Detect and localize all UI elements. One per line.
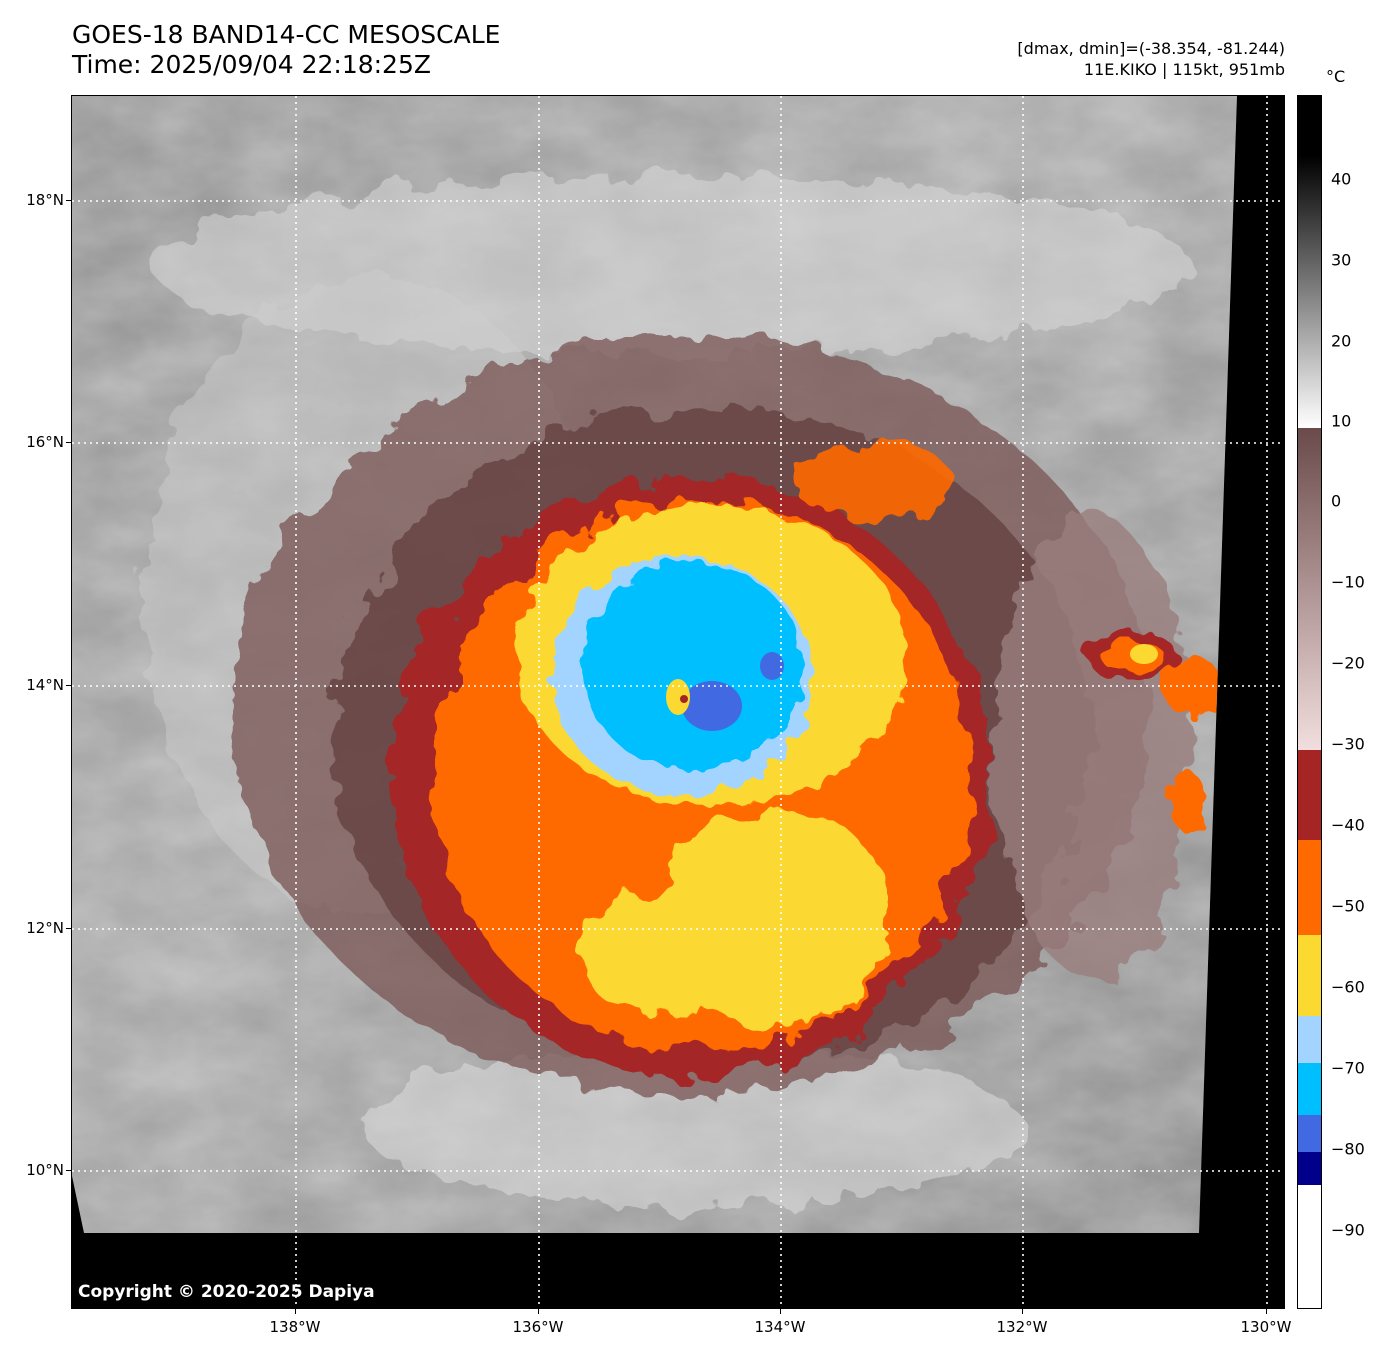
lat-label-14n: 14°N [26,676,64,694]
lon-tick [1266,1309,1267,1314]
colorbar-label: −50 [1331,896,1365,916]
colorbar-label: −30 [1331,734,1365,754]
lon-tick [538,1309,539,1314]
info-range: [dmax, dmin]=(-38.354, -81.244) [1017,39,1285,58]
colorbar-label: −90 [1331,1220,1365,1240]
lon-tick [295,1309,296,1314]
title-block: GOES-18 BAND14-CC MESOSCALE Time: 2025/0… [72,20,500,80]
lat-label-18n: 18°N [26,191,64,209]
satellite-image [72,96,1284,1308]
colorbar-gradient [1298,96,1321,1308]
lon-label-136w: 136°W [512,1318,564,1336]
colorbar [1297,95,1322,1309]
colorbar-label: −70 [1331,1058,1365,1078]
colorbar-label: 40 [1331,169,1352,189]
colorbar-label: −10 [1331,572,1365,592]
lat-label-12n: 12°N [26,919,64,937]
title-product: GOES-18 BAND14-CC MESOSCALE [72,20,501,49]
title-time: Time: 2025/09/04 22:18:25Z [72,50,431,79]
lat-label-16n: 16°N [26,433,64,451]
lat-tick [66,685,71,686]
copyright-text: Copyright © 2020-2025 Dapiya [78,1282,375,1302]
lon-label-132w: 132°W [996,1318,1048,1336]
colorbar-unit: °C [1326,67,1346,86]
lon-tick [780,1309,781,1314]
lat-label-10n: 10°N [26,1161,64,1179]
satellite-map: Copyright © 2020-2025 Dapiya [71,95,1285,1309]
colorbar-label: −40 [1331,815,1365,835]
colorbar-label: −60 [1331,977,1365,997]
colorbar-label: 10 [1331,411,1352,431]
colorbar-label: 0 [1331,491,1342,511]
lon-label-130w: 130°W [1240,1318,1292,1336]
info-block: [dmax, dmin]=(-38.354, -81.244) 11E.KIKO… [1017,38,1285,80]
lat-tick [66,200,71,201]
lat-tick [66,1170,71,1171]
lon-tick [1022,1309,1023,1314]
graticule [72,96,1284,1308]
colorbar-label: 20 [1331,331,1352,351]
colorbar-label: −80 [1331,1139,1365,1159]
colorbar-label: −20 [1331,653,1365,673]
lat-tick [66,928,71,929]
colorbar-label: 30 [1331,250,1352,270]
info-storm: 11E.KIKO | 115kt, 951mb [1083,60,1285,79]
lon-label-134w: 134°W [754,1318,806,1336]
lat-tick [66,442,71,443]
lon-label-138w: 138°W [269,1318,321,1336]
